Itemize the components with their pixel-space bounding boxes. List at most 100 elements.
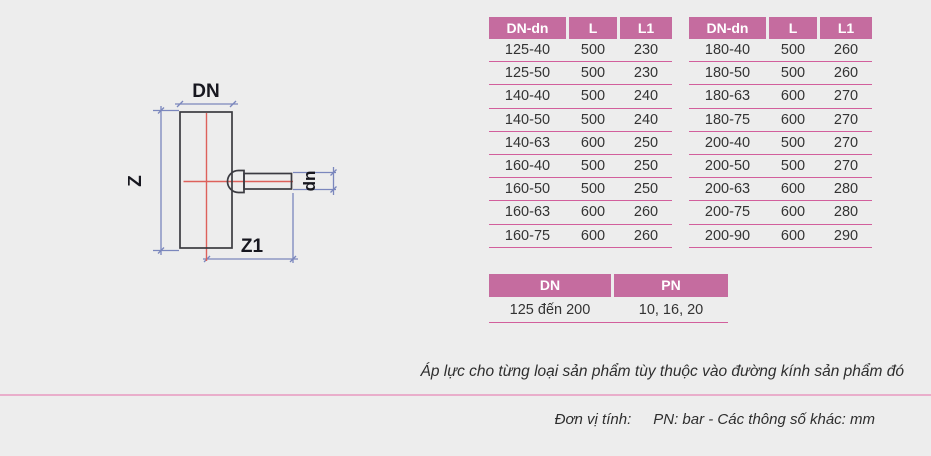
dimension-labels: DN Z Z1 dn: [128, 81, 319, 257]
table-row: 140-63 600 250: [489, 132, 672, 155]
divider-line: [0, 394, 931, 396]
table-cell: 260: [633, 204, 659, 221]
pressure-table: DN PN 125 đến 200 10, 16, 20: [489, 274, 728, 323]
column-header: DN-dn: [489, 17, 566, 39]
table-cell: 230: [633, 65, 659, 82]
table-cell: 600: [580, 134, 606, 151]
units-note: Đơn vị tính: PN: bar - Các thông số khác:…: [555, 411, 875, 428]
column-header: L: [769, 17, 817, 39]
table-row: 180-40 500 260: [689, 39, 872, 63]
table-cell: 160-50: [504, 181, 551, 198]
table-cell: 200-50: [704, 158, 751, 175]
table-cell: 260: [833, 42, 859, 59]
label-dn-main: DN: [192, 81, 219, 102]
technical-drawing: DN Z Z1 dn: [128, 81, 337, 263]
table-cell: 600: [780, 227, 806, 244]
table-cell: 500: [580, 158, 606, 175]
table-cell: 600: [580, 204, 606, 221]
table-row: 140-40 500 240: [489, 85, 672, 109]
table-cell: 270: [833, 88, 859, 105]
centerlines: [183, 113, 293, 261]
table-cell: 140-50: [504, 111, 551, 128]
table-cell: 270: [833, 111, 859, 128]
table-cell: 600: [780, 111, 806, 128]
table-row: 200-75 600 280: [689, 201, 872, 225]
table-body: 125 đến 200 10, 16, 20: [489, 297, 728, 323]
dimension-table-left: DN-dn L L1 125-40 500 230 125-50 500 230 140-4…: [489, 17, 672, 248]
table-cell: 250: [633, 134, 659, 151]
table-cell: 290: [833, 227, 859, 244]
label-dn-branch: dn: [300, 171, 319, 192]
column-header: L1: [620, 17, 672, 39]
table-cell: 240: [633, 88, 659, 105]
table-cell: 180-63: [704, 88, 751, 105]
table-cell: 260: [633, 227, 659, 244]
table-cell: 140-40: [504, 88, 551, 105]
table-row: 200-90 600 290: [689, 225, 872, 248]
label-z1: Z1: [241, 236, 264, 257]
branch-pipe: [243, 172, 293, 190]
table-cell: 500: [780, 65, 806, 82]
table-cell: 180-40: [704, 42, 751, 59]
table-cell: 240: [633, 111, 659, 128]
main-pipe-body: [179, 111, 233, 249]
table-cell: 140-63: [504, 134, 551, 151]
table-row: 125-40 500 230: [489, 39, 672, 63]
dimension-table-right: DN-dn L L1 180-40 500 260 180-50 500 260 180-6…: [689, 17, 872, 248]
table-body: 125-40 500 230 125-50 500 230 140-40 500 240 140-…: [489, 39, 672, 248]
table-cell: 160-75: [504, 227, 551, 244]
column-header: PN: [614, 274, 728, 297]
table-cell: 600: [580, 227, 606, 244]
table-cell: 250: [633, 181, 659, 198]
label-z: Z: [128, 175, 146, 187]
table-cell: 270: [833, 158, 859, 175]
table-body: 180-40 500 260 180-50 500 260 180-63 600 270 180-…: [689, 39, 872, 248]
table-header-row: DN-dn L L1: [489, 17, 672, 39]
table-row: 140-50 500 240: [489, 109, 672, 132]
table-row: 160-75 600 260: [489, 225, 672, 248]
table-row: 160-40 500 250: [489, 155, 672, 179]
table-cell: 230: [633, 42, 659, 59]
table-cell: 500: [580, 181, 606, 198]
tee-body-outline: [179, 111, 293, 249]
table-row: 125-50 500 230: [489, 62, 672, 86]
table-cell: 280: [833, 204, 859, 221]
table-row: 180-50 500 260: [689, 62, 872, 86]
table-row: 160-50 500 250: [489, 178, 672, 202]
table-cell: 500: [580, 111, 606, 128]
table-cell: 160-40: [504, 158, 551, 175]
table-cell: 160-63: [504, 204, 551, 221]
table-row: 160-63 600 260: [489, 201, 672, 225]
table-row: 125 đến 200 10, 16, 20: [489, 297, 728, 323]
pressure-note: Áp lực cho từng loại sản phẩm tùy thuộc …: [420, 363, 904, 380]
table-cell: 125 đến 200: [509, 301, 591, 318]
table-cell: 180-75: [704, 111, 751, 128]
table-cell: 600: [780, 181, 806, 198]
table-header-row: DN-dn L L1: [689, 17, 872, 39]
table-cell: 600: [780, 204, 806, 221]
table-cell: 125-50: [504, 65, 551, 82]
column-header: L1: [820, 17, 872, 39]
table-cell: 10, 16, 20: [638, 301, 704, 318]
table-row: 200-63 600 280: [689, 178, 872, 202]
table-cell: 200-63: [704, 181, 751, 198]
units-value: PN: bar - Các thông số khác: mm: [653, 411, 875, 428]
column-header: L: [569, 17, 617, 39]
table-cell: 200-40: [704, 134, 751, 151]
table-cell: 200-90: [704, 227, 751, 244]
table-row: 180-63 600 270: [689, 85, 872, 109]
table-cell: 200-75: [704, 204, 751, 221]
table-cell: 280: [833, 181, 859, 198]
table-row: 180-75 600 270: [689, 109, 872, 132]
column-header: DN: [489, 274, 611, 297]
table-row: 200-40 500 270: [689, 132, 872, 155]
column-header: DN-dn: [689, 17, 766, 39]
table-row: 200-50 500 270: [689, 155, 872, 179]
table-cell: 250: [633, 158, 659, 175]
table-header-row: DN PN: [489, 274, 728, 297]
table-cell: 500: [780, 158, 806, 175]
table-cell: 180-50: [704, 65, 751, 82]
units-label: Đơn vị tính:: [554, 411, 632, 428]
dimension-lines: [153, 100, 337, 263]
